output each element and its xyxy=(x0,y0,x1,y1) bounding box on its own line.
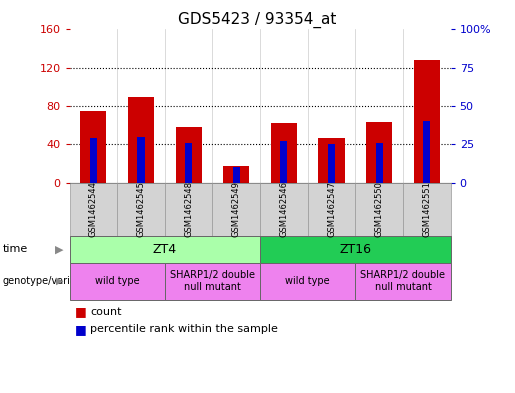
Bar xyxy=(328,144,335,183)
Text: GSM1462544: GSM1462544 xyxy=(89,181,98,237)
Text: ZT4: ZT4 xyxy=(153,242,177,256)
Text: GSM1462549: GSM1462549 xyxy=(232,181,241,237)
Text: ■: ■ xyxy=(75,323,87,336)
Text: wild type: wild type xyxy=(95,276,140,286)
Bar xyxy=(185,143,192,183)
Bar xyxy=(375,143,383,183)
Text: ■: ■ xyxy=(75,305,87,318)
Bar xyxy=(414,60,440,183)
Text: percentile rank within the sample: percentile rank within the sample xyxy=(90,324,278,334)
Text: GDS5423 / 93354_at: GDS5423 / 93354_at xyxy=(178,12,337,28)
Text: GSM1462550: GSM1462550 xyxy=(375,181,384,237)
Text: GSM1462548: GSM1462548 xyxy=(184,181,193,237)
Text: ZT16: ZT16 xyxy=(339,242,371,256)
Bar xyxy=(176,127,202,183)
Bar xyxy=(233,167,240,183)
Text: ▶: ▶ xyxy=(55,244,63,254)
Text: count: count xyxy=(90,307,122,317)
Bar xyxy=(318,138,345,183)
Bar xyxy=(128,97,154,183)
Bar xyxy=(271,123,297,183)
Text: GSM1462551: GSM1462551 xyxy=(422,181,431,237)
Text: GSM1462545: GSM1462545 xyxy=(136,181,145,237)
Bar xyxy=(90,138,97,183)
Text: time: time xyxy=(3,244,28,254)
Text: GSM1462546: GSM1462546 xyxy=(280,181,288,237)
Bar xyxy=(138,137,145,183)
Bar xyxy=(280,141,287,183)
Bar xyxy=(366,122,392,183)
Bar xyxy=(80,111,107,183)
Text: SHARP1/2 double
null mutant: SHARP1/2 double null mutant xyxy=(170,270,255,292)
Text: SHARP1/2 double
null mutant: SHARP1/2 double null mutant xyxy=(360,270,445,292)
Text: ▶: ▶ xyxy=(56,276,63,286)
Bar xyxy=(423,121,431,183)
Bar xyxy=(223,167,249,183)
Text: genotype/variation: genotype/variation xyxy=(3,276,95,286)
Text: GSM1462547: GSM1462547 xyxy=(327,181,336,237)
Text: wild type: wild type xyxy=(285,276,330,286)
